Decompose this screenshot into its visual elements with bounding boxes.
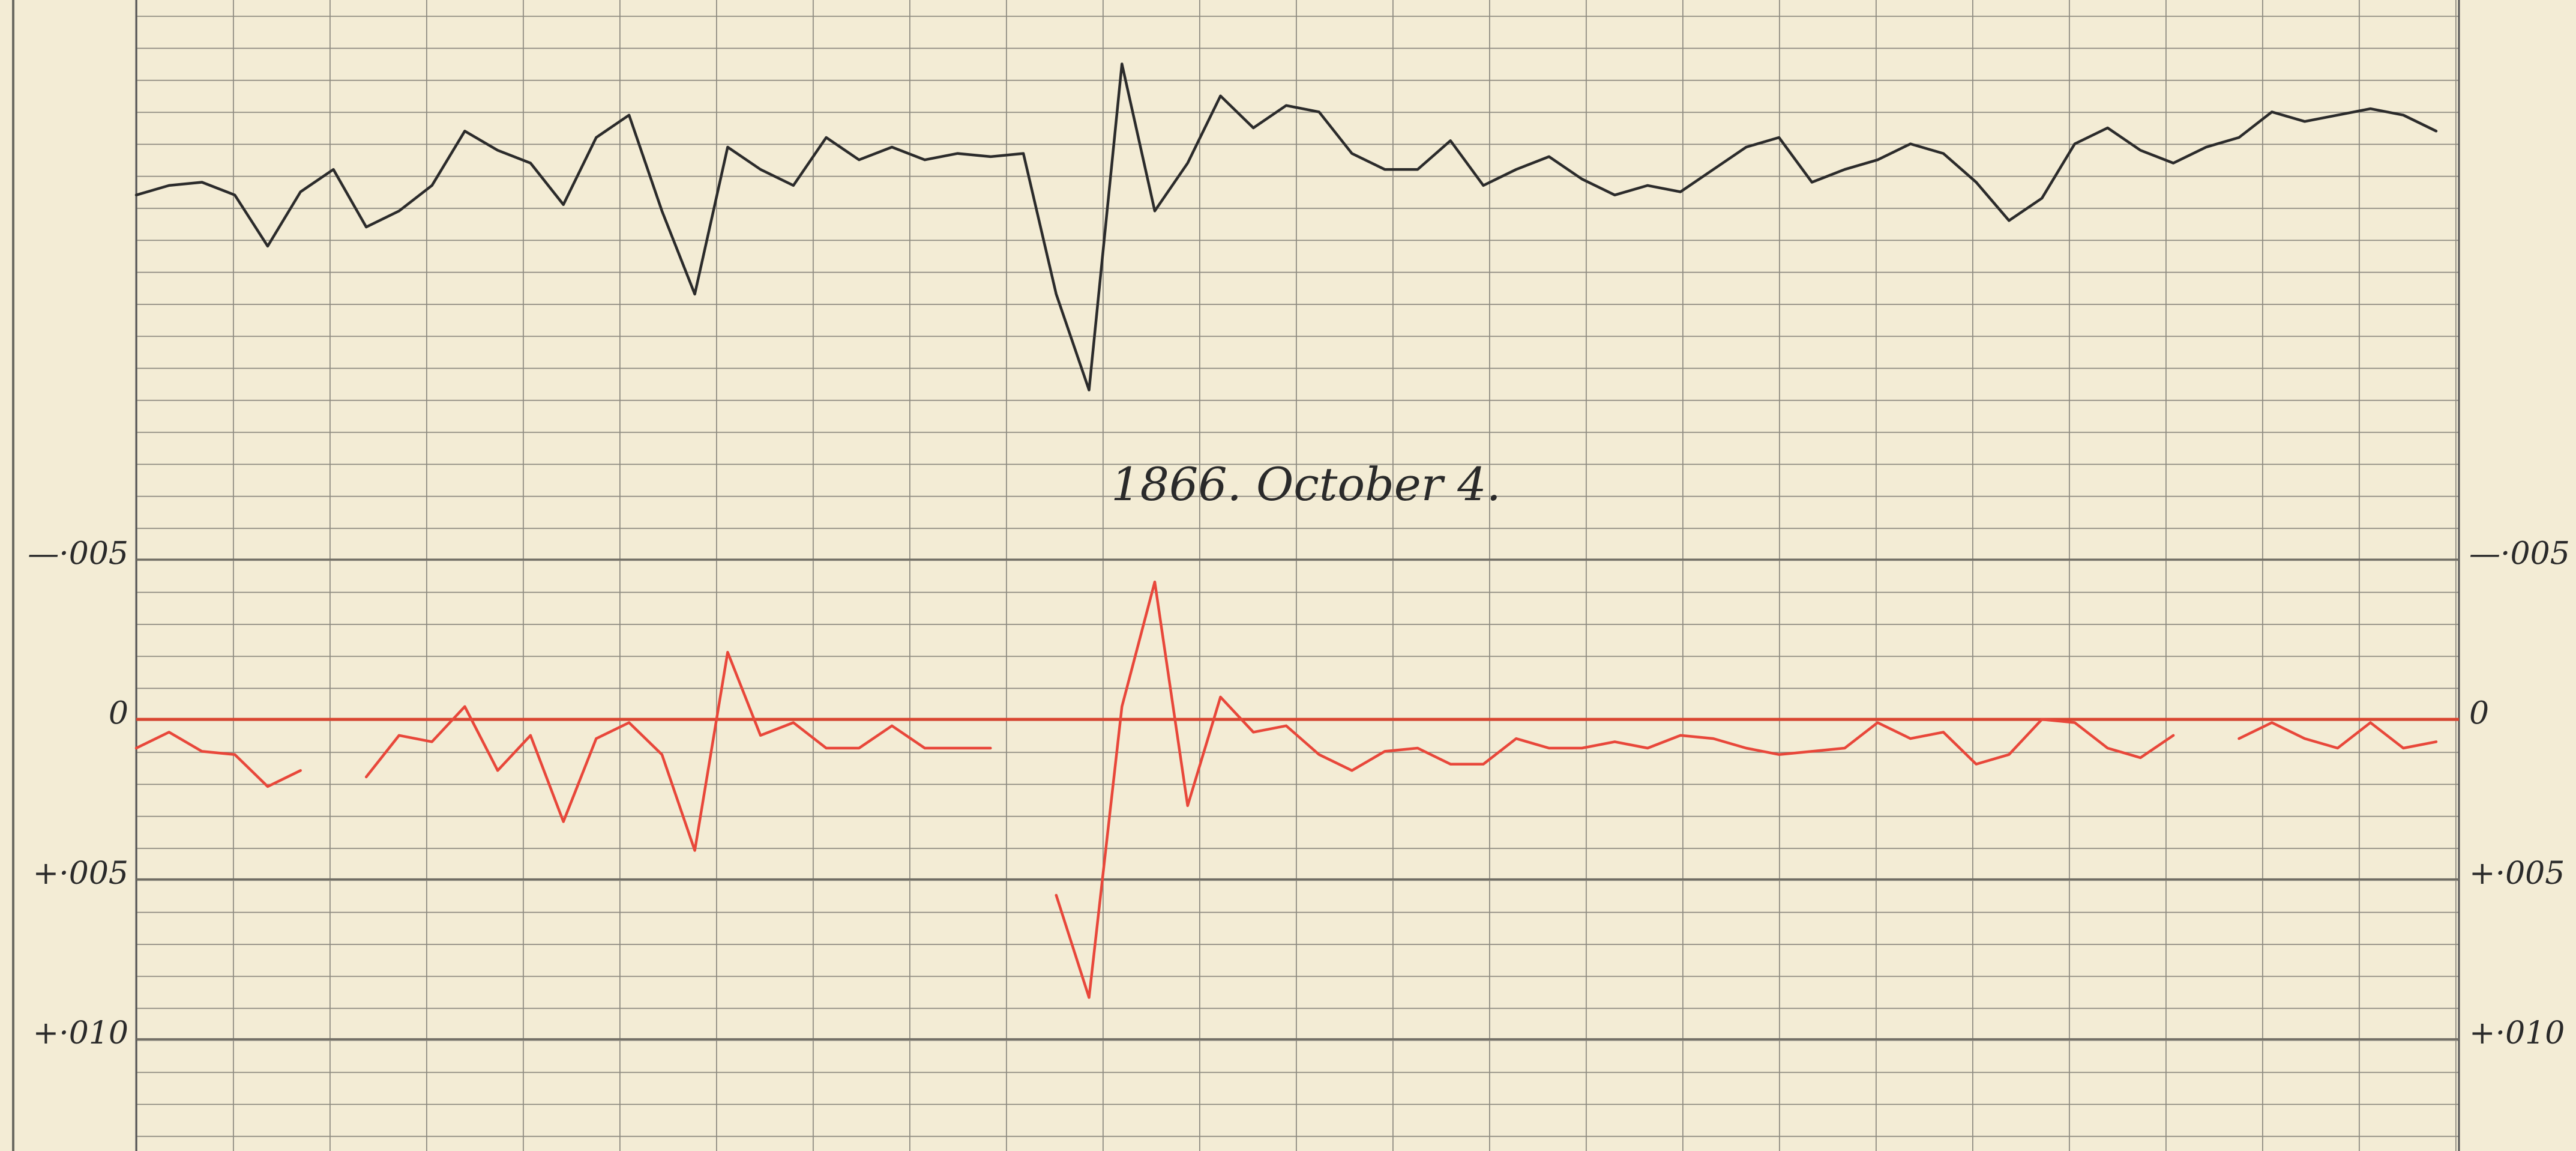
y-tick-label: +·005 [33,856,128,892]
y-tick-label-right: +·010 [2469,1015,2565,1051]
series-line [134,62,2438,391]
y-tick-label: 0 [109,696,128,732]
y-tick-label-right: +·005 [2469,856,2565,892]
series-line [134,580,2438,999]
paper-ruling-horizontal [136,0,2459,1151]
chart-title: 1866. October 4. [1111,458,1501,511]
y-tick-label-right: 0 [2469,696,2489,732]
y-tick-label: +·010 [33,1015,128,1051]
y-tick-label-right: —·005 [2469,536,2570,572]
y-tick-label: —·005 [28,536,128,572]
